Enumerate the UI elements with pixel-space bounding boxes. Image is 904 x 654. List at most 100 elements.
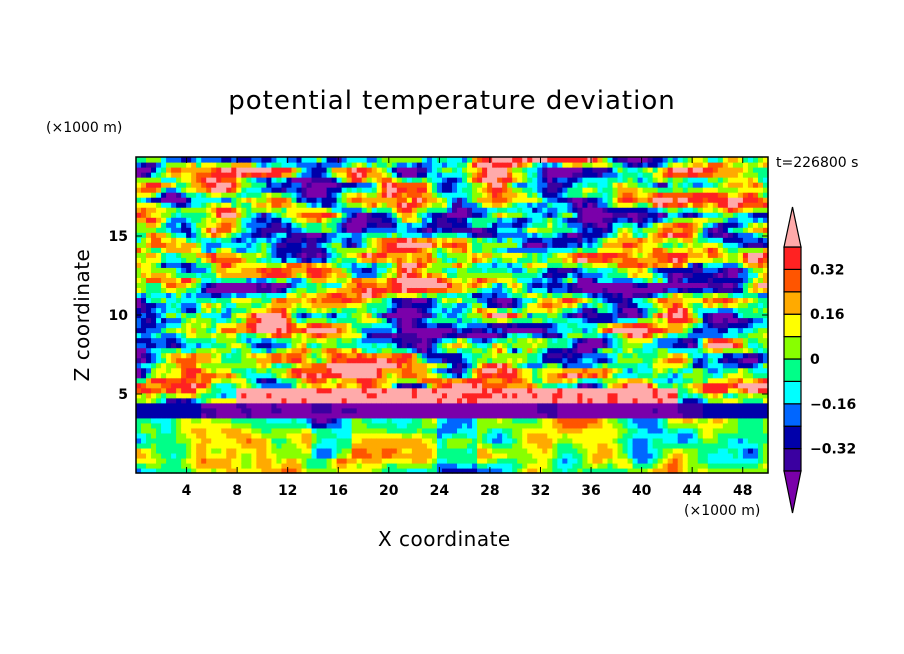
heatmap-cell (231, 272, 237, 278)
heatmap-cell (522, 367, 528, 374)
heatmap-cell (136, 387, 142, 394)
heatmap-cell (211, 462, 217, 469)
heatmap-cell (512, 187, 518, 193)
heatmap-cell (331, 177, 338, 183)
heatmap-cell (517, 367, 523, 374)
heatmap-cell (441, 452, 448, 459)
heatmap-cell (251, 187, 257, 193)
heatmap-cell (176, 462, 182, 469)
heatmap-cell (231, 402, 237, 409)
heatmap-cell (482, 392, 488, 399)
heatmap-cell (396, 382, 403, 389)
heatmap-cell (191, 307, 197, 314)
heatmap-cell (206, 347, 212, 354)
heatmap-cell (261, 302, 268, 309)
heatmap-cell (186, 442, 192, 449)
heatmap-cell (241, 332, 247, 339)
heatmap-cell (311, 422, 318, 429)
heatmap-cell (502, 187, 508, 193)
heatmap-cell (527, 347, 533, 354)
heatmap-cell (161, 397, 167, 404)
heatmap-cell (211, 252, 217, 258)
heatmap-cell (266, 332, 273, 339)
heatmap-cell (462, 457, 468, 464)
heatmap-cell (231, 377, 237, 384)
heatmap-cell (421, 272, 428, 278)
heatmap-cell (326, 432, 333, 439)
heatmap-cell (181, 392, 187, 399)
heatmap-cell (196, 167, 202, 173)
heatmap-cell (151, 352, 157, 359)
heatmap-cell (156, 467, 162, 474)
heatmap-cell (527, 262, 533, 268)
heatmap-cell (256, 167, 262, 173)
heatmap-cell (266, 352, 273, 359)
heatmap-cell (401, 287, 408, 294)
heatmap-cell (406, 392, 413, 399)
heatmap-cell (191, 447, 197, 454)
heatmap-cell (221, 337, 227, 344)
heatmap-cell (146, 297, 152, 304)
heatmap-cell (391, 167, 398, 173)
heatmap-cell (341, 182, 348, 188)
heatmap-cell (321, 287, 328, 294)
heatmap-cell (351, 412, 358, 419)
heatmap-cell (331, 437, 338, 444)
heatmap-cell (426, 302, 433, 309)
heatmap-cell (522, 307, 528, 314)
heatmap-cell (206, 222, 212, 228)
heatmap-cell (371, 247, 378, 253)
heatmap-cell (467, 287, 473, 294)
heatmap-cell (246, 407, 252, 414)
heatmap-cell (396, 237, 403, 243)
heatmap-cell (336, 397, 343, 404)
heatmap-cell (386, 352, 393, 359)
heatmap-cell (446, 162, 453, 168)
heatmap-cell (396, 427, 403, 434)
heatmap-cell (517, 342, 523, 349)
heatmap-cell (301, 332, 308, 339)
heatmap-cell (386, 447, 393, 454)
heatmap-cell (211, 442, 217, 449)
heatmap-cell (482, 337, 488, 344)
heatmap-cell (376, 442, 383, 449)
heatmap-cell (452, 422, 458, 429)
heatmap-cell (191, 292, 197, 299)
heatmap-cell (276, 407, 283, 414)
heatmap-cell (376, 462, 383, 469)
heatmap-cell (271, 447, 278, 454)
heatmap-cell (467, 187, 473, 193)
heatmap-cell (316, 347, 323, 354)
heatmap-cell (391, 377, 398, 384)
heatmap-cell (401, 357, 408, 364)
heatmap-cell (271, 442, 278, 449)
heatmap-cell (276, 187, 283, 193)
heatmap-cell (527, 447, 533, 454)
heatmap-cell (306, 387, 313, 394)
heatmap-cell (406, 282, 413, 289)
heatmap-cell (446, 297, 453, 304)
heatmap-cell (331, 447, 338, 454)
heatmap-cell (251, 437, 257, 444)
heatmap-cell (376, 297, 383, 304)
heatmap-cell (266, 337, 273, 344)
heatmap-cell (151, 457, 157, 464)
heatmap-cell (396, 277, 403, 283)
heatmap-cell (391, 417, 398, 424)
heatmap-cell (532, 447, 538, 454)
heatmap-cell (226, 207, 232, 213)
heatmap-cell (326, 397, 333, 404)
heatmap-cell (497, 422, 503, 429)
heatmap-cell (286, 392, 293, 399)
heatmap-cell (181, 232, 187, 238)
heatmap-cell (201, 332, 207, 339)
heatmap-cell (151, 392, 157, 399)
heatmap-cell (296, 312, 303, 319)
heatmap-cell (316, 192, 323, 198)
heatmap-cell (426, 357, 433, 364)
heatmap-cell (326, 332, 333, 339)
heatmap-cell (421, 352, 428, 359)
heatmap-cell (482, 457, 488, 464)
heatmap-cell (196, 232, 202, 238)
heatmap-cell (266, 382, 273, 389)
